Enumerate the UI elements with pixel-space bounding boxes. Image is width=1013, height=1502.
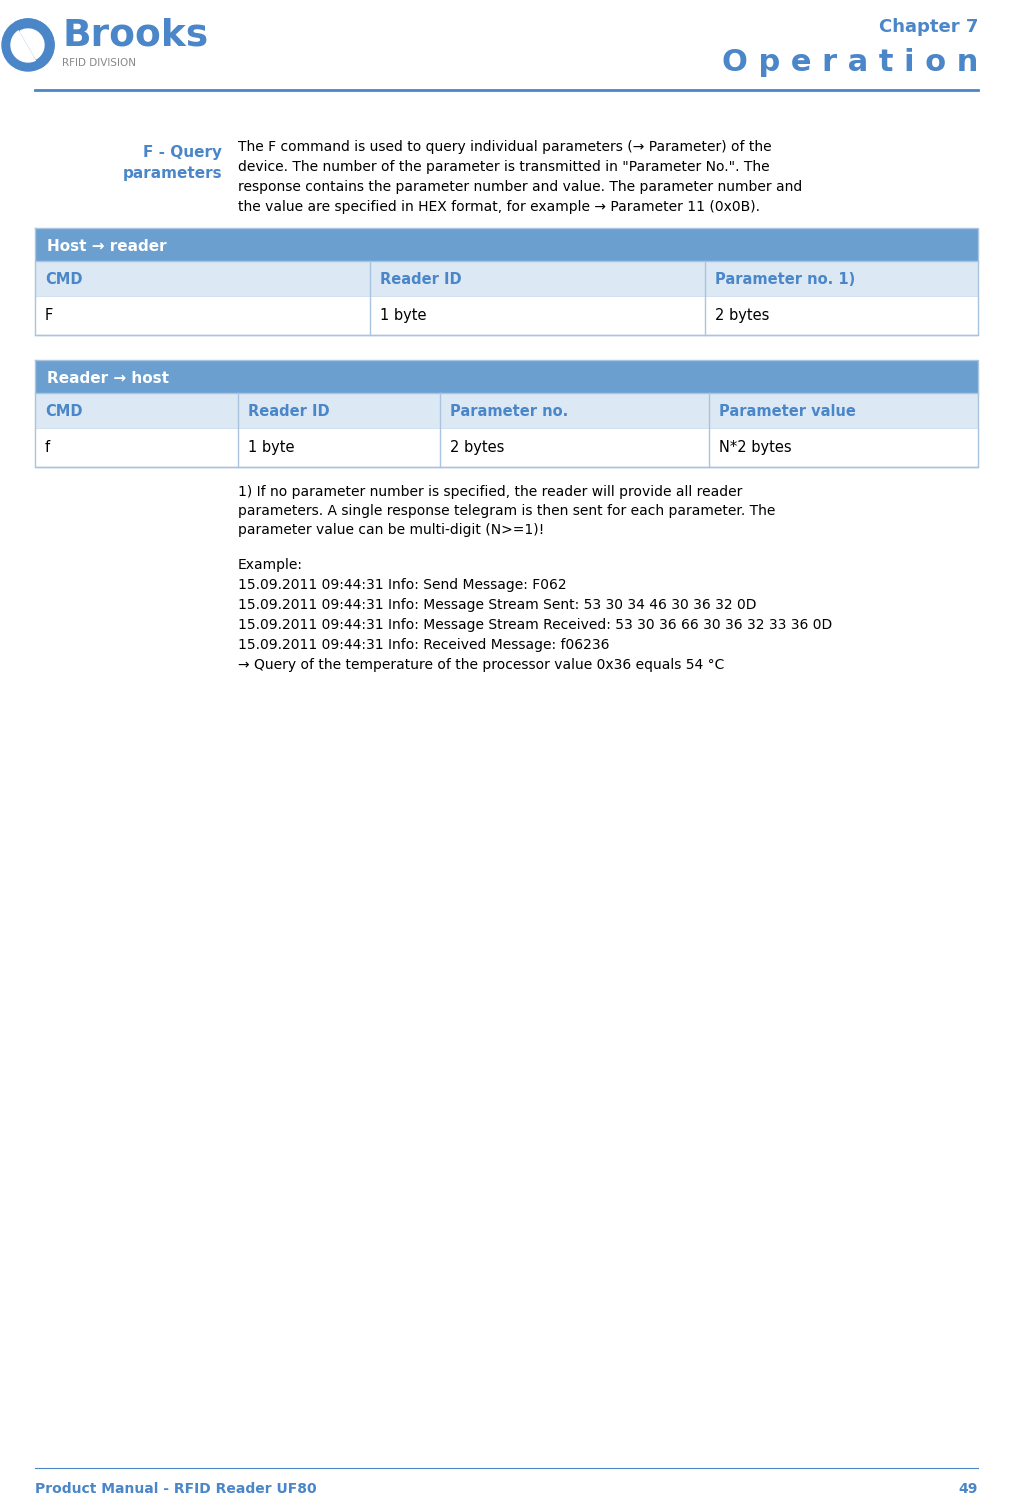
Text: Parameter no. 1): Parameter no. 1): [714, 272, 855, 287]
Text: 49: 49: [958, 1482, 978, 1496]
FancyBboxPatch shape: [35, 228, 978, 261]
Text: 2 bytes: 2 bytes: [714, 308, 769, 323]
Text: 1 byte: 1 byte: [248, 440, 294, 455]
Text: Parameter no.: Parameter no.: [451, 404, 568, 419]
Text: Brooks: Brooks: [62, 18, 208, 54]
Text: F - Query: F - Query: [143, 146, 222, 161]
Text: 15.09.2011 09:44:31 Info: Received Message: f06236: 15.09.2011 09:44:31 Info: Received Messa…: [238, 638, 610, 652]
Circle shape: [11, 29, 45, 62]
FancyBboxPatch shape: [35, 430, 978, 467]
FancyBboxPatch shape: [35, 394, 978, 430]
Text: 15.09.2011 09:44:31 Info: Send Message: F062: 15.09.2011 09:44:31 Info: Send Message: …: [238, 578, 566, 592]
Text: parameters. A single response telegram is then sent for each parameter. The: parameters. A single response telegram i…: [238, 505, 775, 518]
Text: Reader → host: Reader → host: [47, 371, 169, 386]
Text: CMD: CMD: [45, 404, 82, 419]
Text: parameter value can be multi-digit (N>=1)!: parameter value can be multi-digit (N>=1…: [238, 523, 544, 538]
Text: response contains the parameter number and value. The parameter number and: response contains the parameter number a…: [238, 180, 802, 194]
Wedge shape: [20, 29, 44, 59]
Text: 1) If no parameter number is specified, the reader will provide all reader: 1) If no parameter number is specified, …: [238, 485, 743, 499]
Text: Example:: Example:: [238, 559, 303, 572]
Text: Host → reader: Host → reader: [47, 239, 166, 254]
Text: Chapter 7: Chapter 7: [878, 18, 978, 36]
Text: 15.09.2011 09:44:31 Info: Message Stream Received: 53 30 36 66 30 36 32 33 36 0D: 15.09.2011 09:44:31 Info: Message Stream…: [238, 617, 833, 632]
FancyBboxPatch shape: [35, 297, 978, 335]
FancyBboxPatch shape: [35, 360, 978, 394]
Wedge shape: [15, 20, 54, 68]
Text: parameters: parameters: [123, 167, 222, 182]
Text: device. The number of the parameter is transmitted in "Parameter No.". The: device. The number of the parameter is t…: [238, 161, 770, 174]
Text: O p e r a t i o n: O p e r a t i o n: [721, 48, 978, 77]
Text: N*2 bytes: N*2 bytes: [719, 440, 792, 455]
Text: RFID DIVISION: RFID DIVISION: [62, 59, 136, 68]
Text: CMD: CMD: [45, 272, 82, 287]
Text: Reader ID: Reader ID: [380, 272, 461, 287]
Text: Reader ID: Reader ID: [248, 404, 329, 419]
Text: 15.09.2011 09:44:31 Info: Message Stream Sent: 53 30 34 46 30 36 32 0D: 15.09.2011 09:44:31 Info: Message Stream…: [238, 598, 757, 611]
Circle shape: [2, 20, 54, 71]
Text: → Query of the temperature of the processor value 0x36 equals 54 °C: → Query of the temperature of the proces…: [238, 658, 724, 671]
FancyBboxPatch shape: [35, 261, 978, 297]
Text: 1 byte: 1 byte: [380, 308, 426, 323]
Text: the value are specified in HEX format, for example → Parameter 11 (0x0B).: the value are specified in HEX format, f…: [238, 200, 760, 213]
Text: 2 bytes: 2 bytes: [451, 440, 504, 455]
Text: F: F: [45, 308, 54, 323]
Text: f: f: [45, 440, 50, 455]
Text: Parameter value: Parameter value: [719, 404, 856, 419]
Text: The F command is used to query individual parameters (→ Parameter) of the: The F command is used to query individua…: [238, 140, 772, 155]
Text: Product Manual - RFID Reader UF80: Product Manual - RFID Reader UF80: [35, 1482, 317, 1496]
